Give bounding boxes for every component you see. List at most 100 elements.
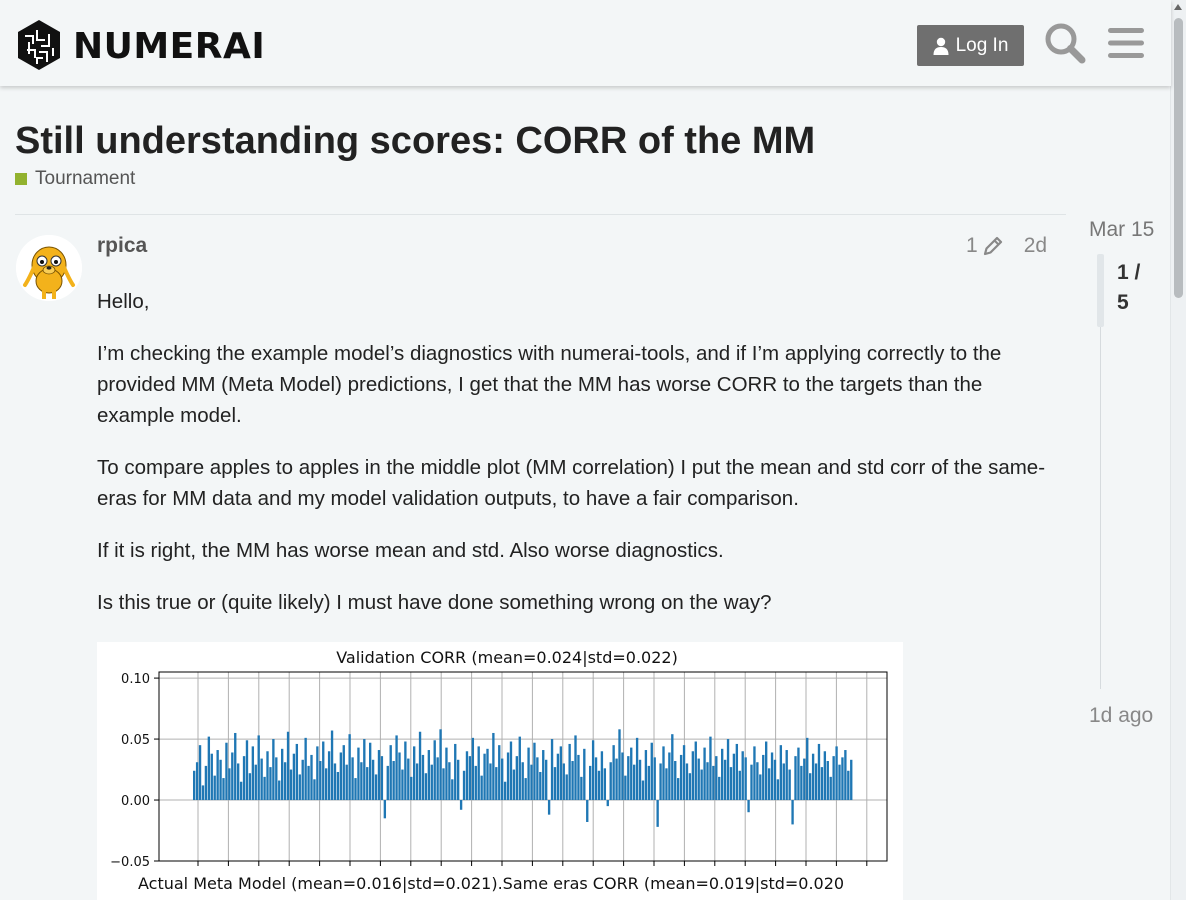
page-scrollbar[interactable]: [1170, 0, 1186, 900]
chart-bar: [512, 769, 516, 801]
chart-bar: [351, 757, 354, 801]
chart-bar: [586, 800, 589, 822]
chart-bar: [465, 751, 469, 801]
chart-bar: [759, 774, 762, 801]
search-icon[interactable]: [1043, 21, 1087, 65]
chart-bar: [785, 750, 788, 801]
chart-bar: [773, 759, 777, 801]
timeline-handle[interactable]: [1097, 254, 1104, 327]
chart-bar: [298, 774, 301, 801]
chart-bar: [600, 751, 604, 801]
chart-bar: [404, 741, 407, 801]
pencil-icon[interactable]: [982, 235, 1004, 257]
topic-timeline: Mar 15 1 / 5 1d ago: [1086, 214, 1171, 734]
chart-bar: [234, 732, 237, 801]
chart-bar: [222, 778, 225, 801]
chart-bar: [401, 769, 404, 801]
numerai-logo[interactable]: NUMERAI: [15, 18, 265, 72]
post-username[interactable]: rpica: [97, 234, 148, 257]
chart-bar: [480, 775, 483, 801]
chart-bar: [574, 735, 577, 801]
chart-bar: [237, 763, 240, 801]
chart-bar: [844, 750, 847, 801]
chart-bar: [231, 752, 234, 801]
chart-bar: [545, 759, 548, 801]
chart-bar: [659, 763, 662, 801]
chart-bar: [738, 770, 741, 801]
timeline-end-date[interactable]: 1d ago: [1089, 704, 1154, 727]
timeline-start-date[interactable]: Mar 15: [1089, 218, 1155, 241]
chart-bar: [591, 740, 595, 801]
chart-bar: [242, 756, 246, 801]
chart-bar: [239, 781, 243, 801]
chart-bar: [527, 747, 530, 801]
chart-bar: [521, 762, 524, 801]
chart-bar: [700, 769, 703, 801]
chart-bar: [281, 748, 284, 801]
chart-bar: [330, 730, 334, 801]
category-badge[interactable]: Tournament: [15, 168, 135, 190]
chart-bar: [762, 754, 765, 801]
chart-bar: [553, 767, 557, 801]
chart-bar: [374, 774, 378, 801]
post-age[interactable]: 2d: [1023, 234, 1048, 257]
y-tick-label: 0.10: [121, 672, 150, 687]
chart-bar: [369, 742, 372, 801]
chart-bar: [342, 745, 345, 801]
chart-bar: [418, 731, 422, 801]
chart-bar: [715, 756, 718, 801]
y-tick-label: 0.00: [121, 794, 150, 809]
chart-bar: [371, 759, 375, 801]
chart-bar: [257, 735, 260, 801]
chart-bar: [630, 747, 633, 801]
chart-bar: [609, 762, 612, 801]
chart-bar: [679, 754, 683, 801]
chart-bar: [838, 764, 841, 801]
chart-bar: [266, 751, 269, 801]
chart-bar: [357, 747, 360, 801]
chart-bar: [506, 752, 510, 801]
chart-bar: [594, 757, 598, 801]
chart-bar: [462, 770, 466, 801]
scroll-thumb[interactable]: [1174, 18, 1183, 298]
chart-bar: [817, 743, 821, 801]
chart-bar: [782, 763, 785, 801]
hamburger-menu-icon[interactable]: [1104, 21, 1148, 65]
timeline-track[interactable]: [1100, 254, 1101, 689]
chart-bar: [289, 769, 293, 801]
chart-bar: [286, 731, 290, 801]
login-button[interactable]: Log In: [917, 25, 1024, 66]
avatar[interactable]: [16, 235, 82, 301]
chart-bar: [638, 759, 642, 801]
chart-bar: [272, 739, 275, 801]
chart-bar: [363, 739, 366, 801]
topic-title[interactable]: Still understanding scores: CORR of the …: [15, 120, 816, 162]
chart-bar: [803, 758, 806, 801]
jake-avatar-icon: [16, 235, 82, 301]
chart-bar: [835, 746, 838, 801]
chart-bar: [770, 752, 774, 801]
chart-bar: [325, 768, 328, 801]
chart-bar: [219, 759, 222, 801]
chart-bar: [832, 756, 835, 801]
chart-bar: [439, 729, 442, 801]
chart-bar: [433, 740, 436, 801]
chart-bar: [565, 774, 568, 801]
chart-bar: [556, 753, 560, 801]
edit-count[interactable]: 1: [966, 234, 978, 257]
scroll-up-arrow-icon[interactable]: [1174, 4, 1182, 10]
chart-bar: [735, 743, 739, 801]
chart-bar: [407, 758, 410, 801]
post-body: Hello, I’m checking the example model’s …: [97, 286, 1052, 639]
chart-bar: [662, 746, 665, 801]
chart-bar: [207, 736, 211, 801]
chart-bar: [744, 757, 747, 801]
chart-bar: [442, 768, 445, 801]
chart-bar: [498, 745, 501, 801]
chart-bar: [756, 762, 759, 801]
chart-bar: [413, 746, 416, 801]
diagnostics-chart-image[interactable]: Validation CORR (mean=0.024|std=0.022) 0…: [97, 642, 903, 900]
chart-bar: [395, 735, 398, 801]
chart-bar: [621, 752, 624, 801]
chart-bar: [615, 758, 618, 801]
